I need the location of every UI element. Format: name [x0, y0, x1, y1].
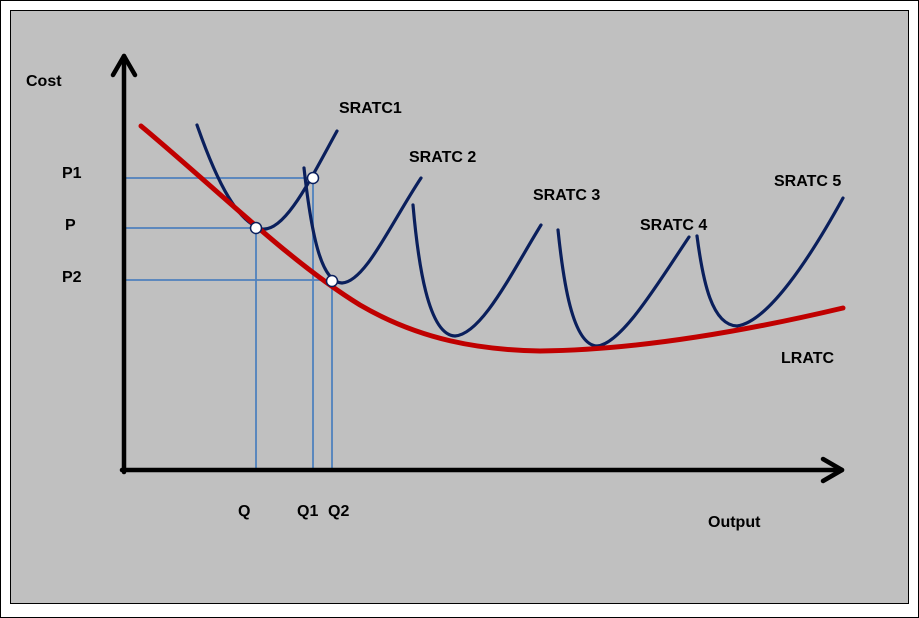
sratc4-label: SRATC 4 [640, 217, 707, 234]
sratc2-curve [302, 166, 423, 285]
y-axis-label: Cost [26, 73, 62, 90]
sratc5-label: SRATC 5 [774, 173, 841, 190]
diagram-panel [10, 10, 909, 604]
quantity-label-q2: Q2 [328, 503, 349, 520]
sratc5-curve [695, 196, 845, 328]
quantity-label-q: Q [238, 503, 250, 520]
price-label-p1: P1 [62, 165, 82, 182]
sratc3-label: SRATC 3 [533, 187, 600, 204]
sratc1-label: SRATC1 [339, 100, 402, 117]
sratc2-label: SRATC 2 [409, 149, 476, 166]
point-p1-q1 [306, 171, 320, 185]
point-p2-q2 [325, 274, 339, 288]
price-label-p: P [65, 217, 76, 234]
lratc-curve [138, 123, 846, 354]
point-p-q [249, 221, 263, 235]
lratc-label: LRATC [781, 350, 834, 367]
price-label-p2: P2 [62, 269, 82, 286]
y-axis-arrowhead [110, 53, 138, 78]
x-axis-label: Output [708, 514, 761, 531]
x-axis-arrowhead [820, 456, 845, 484]
sratc4-curve [556, 228, 691, 348]
sratc3-curve [411, 203, 543, 338]
quantity-label-q1: Q1 [297, 503, 318, 520]
